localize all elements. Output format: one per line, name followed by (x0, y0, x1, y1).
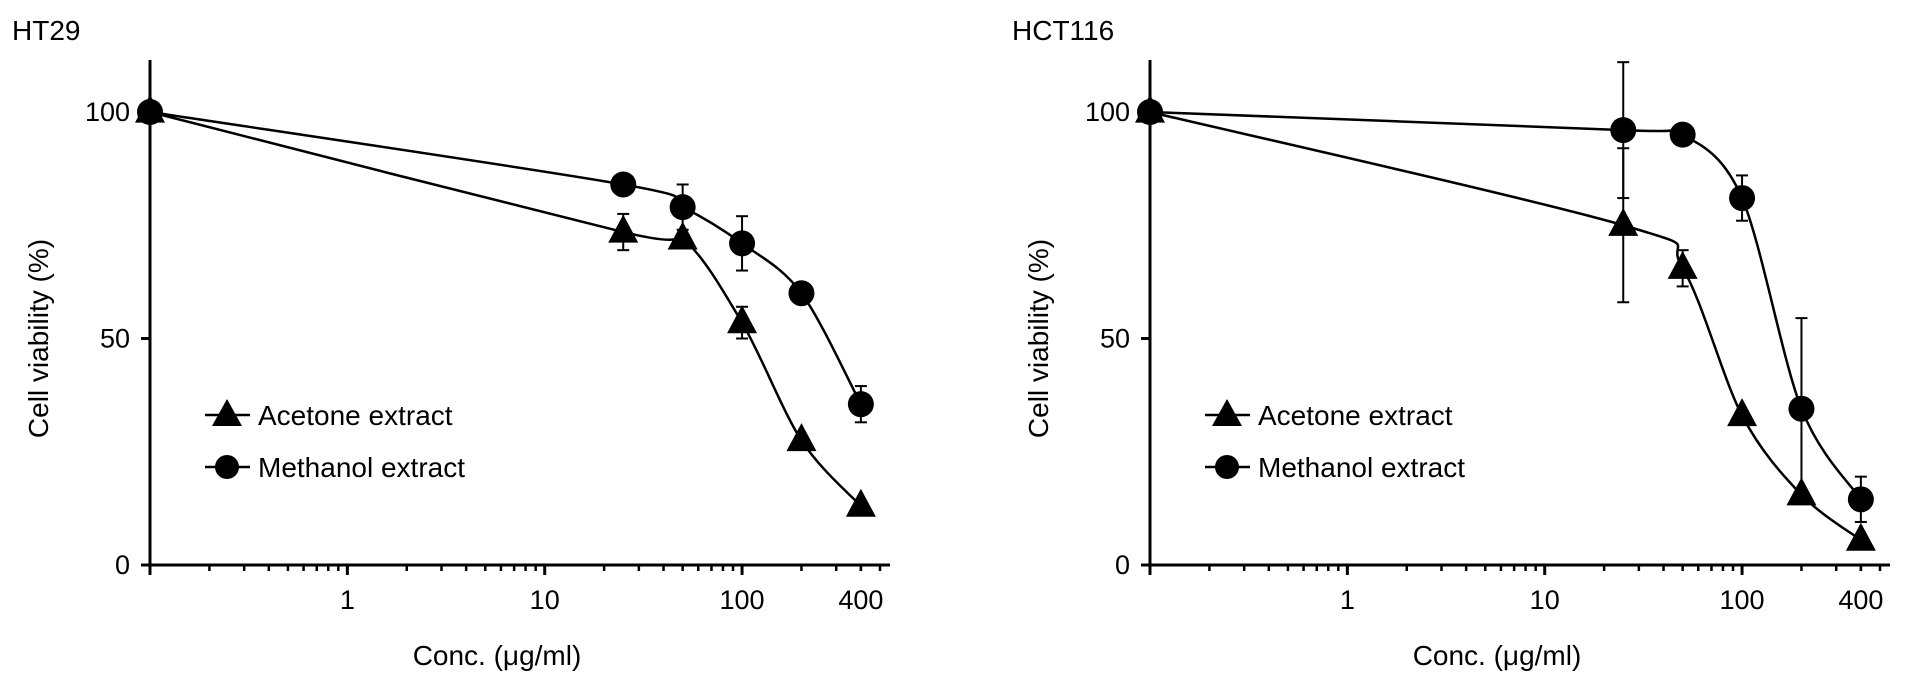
y-tick-label: 100 (85, 97, 130, 127)
data-point-triangle (667, 221, 698, 250)
x-tick-label: 1 (340, 585, 355, 615)
data-point-triangle (1727, 398, 1758, 427)
data-point-circle (729, 230, 756, 257)
chart-panel-1: HCT116 0 50 100 1 10 100 400 Conc. (μg/ml) Cell v… (1012, 15, 1890, 671)
series-line (149, 110, 862, 507)
legend-label: Methanol extract (258, 452, 465, 483)
series-triangle (1135, 94, 1876, 551)
data-point-triangle (845, 488, 876, 517)
legend-marker-circle (215, 455, 239, 479)
data-point-triangle (786, 423, 817, 452)
data-point-triangle (1845, 522, 1876, 551)
y-tick-label: 50 (100, 324, 130, 354)
x-axis-label: Conc. (μg/ml) (413, 640, 582, 671)
legend-label: Acetone extract (1258, 400, 1453, 431)
y-axis-label: Cell viability (%) (23, 239, 54, 438)
series-circle (1137, 61, 1874, 523)
legend-label: Methanol extract (1258, 452, 1465, 483)
data-point-circle (1729, 185, 1756, 212)
series-line (1149, 110, 1862, 501)
data-point-circle (669, 194, 696, 221)
chart-panel-0: HT29 0 50 100 1 10 100 400 Conc. (μg/ml) Cell via… (12, 15, 890, 671)
data-point-circle (1847, 486, 1874, 513)
legend-marker-triangle (212, 399, 242, 426)
x-tick-label: 400 (1838, 585, 1883, 615)
legend-label: Acetone extract (258, 400, 453, 431)
data-point-circle (1137, 99, 1163, 125)
x-tick-label: 400 (838, 585, 883, 615)
x-tick-label: 10 (530, 585, 560, 615)
legend-marker-circle (1215, 455, 1239, 479)
data-point-triangle (608, 214, 639, 243)
data-point-circle (137, 99, 163, 125)
x-tick-label: 100 (720, 585, 765, 615)
series-line (1149, 110, 1862, 542)
data-point-circle (788, 280, 815, 307)
y-axis-label: Cell viability (%) (1023, 239, 1054, 438)
data-point-circle (847, 391, 874, 418)
data-point-triangle (1667, 250, 1698, 279)
chart-title: HCT116 (1012, 15, 1114, 46)
legend: Acetone extract Methanol extract (1205, 399, 1465, 483)
x-tick-label: 1 (1340, 585, 1355, 615)
y-tick-label: 100 (1085, 97, 1130, 127)
series-circle (137, 99, 874, 424)
x-tick-label: 100 (1720, 585, 1765, 615)
y-tick-label: 0 (115, 550, 130, 580)
legend-marker-triangle (1212, 399, 1242, 426)
data-point-circle (1610, 117, 1637, 144)
chart-title: HT29 (12, 15, 80, 46)
data-point-circle (610, 171, 637, 198)
data-point-triangle (727, 305, 758, 334)
y-tick-label: 0 (1115, 550, 1130, 580)
data-point-circle (1788, 395, 1815, 422)
y-tick-label: 50 (1100, 324, 1130, 354)
data-point-triangle (1608, 207, 1639, 236)
legend: Acetone extract Methanol extract (205, 399, 465, 483)
data-point-circle (1669, 121, 1696, 148)
series-triangle (135, 94, 876, 517)
x-axis-label: Conc. (μg/ml) (1413, 640, 1582, 671)
x-tick-label: 10 (1530, 585, 1560, 615)
series-line (149, 110, 862, 405)
